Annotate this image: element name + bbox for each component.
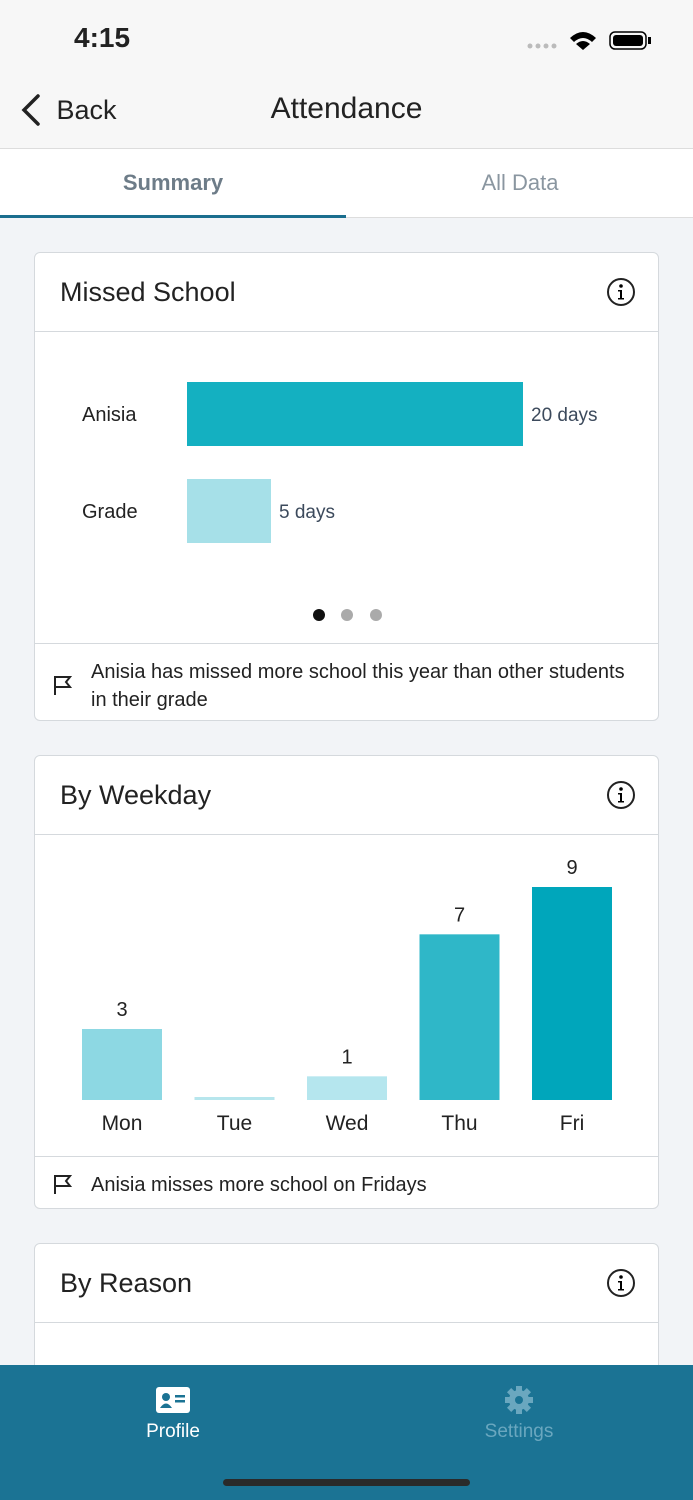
status-time: 4:15 [74,22,131,53]
card-title: By Weekday [60,780,212,810]
chart: Anisia 20 days Grade 5 days [82,382,598,621]
page-dot [370,609,382,621]
card: By Weekday 3 Mon Tue 1 Wed 7 Thu 9 Fri Anisia mi… [34,755,659,1209]
bottom-tab-label: Profile [146,1421,200,1442]
bar [187,382,523,446]
flag-icon [54,676,73,695]
card-header: By Reason [35,1244,658,1323]
bottom-tab-label: Settings [484,1421,554,1442]
bar [419,934,500,1100]
bottom-tab[interactable]: Settings [346,1365,692,1443]
value-label: 20 days [531,405,598,426]
value-label: 7 [454,904,465,926]
category-label: Fri [560,1112,585,1135]
value-label: 5 days [279,502,335,523]
value-label: 3 [116,999,127,1021]
category-label: Tue [217,1112,252,1135]
bar [82,1029,162,1100]
card-header: Missed School [35,253,658,332]
back-label: Back [56,94,117,125]
card-note: Anisia misses more school on Fridays [35,1156,658,1208]
card-note: Anisia has missed more school this year … [35,643,658,720]
info-icon[interactable] [606,780,636,810]
status-icons [527,31,651,50]
flag-icon [54,1175,73,1194]
bar [194,1097,275,1100]
bar [532,887,612,1100]
card-title: By Reason [60,1268,193,1298]
card-title: Missed School [60,277,236,307]
note-text: Anisia has missed more school this year … [91,661,625,711]
home-indicator [223,1479,470,1486]
bar [307,1076,387,1100]
category-label: Anisia [82,404,137,426]
card: Missed School Anisia 20 days Grade 5 days A… [34,252,659,721]
tab-bar: Summary All Data [0,149,693,218]
chart: 3 Mon Tue 1 Wed 7 Thu 9 Fri [82,857,612,1135]
back-button[interactable]: Back [18,92,116,132]
value-label: 9 [566,857,577,879]
category-label: Thu [441,1112,477,1135]
category-label: Grade [82,501,138,523]
note-text: Anisia misses more school on Fridays [91,1174,427,1196]
bottom-tab[interactable]: Profile [0,1365,346,1443]
value-label: 1 [341,1046,352,1068]
info-icon[interactable] [606,1268,636,1298]
bottom-tab-bar: Profile Settings [0,1365,693,1500]
bar [187,479,271,543]
page-dot [341,609,353,621]
page-dot [313,609,325,621]
profile-icon [156,1387,190,1413]
tab[interactable]: All Data [481,170,559,195]
settings-icon [499,1380,539,1420]
header: 4:15 Back Attendance [0,0,693,149]
back-chevron [21,94,40,126]
category-label: Wed [326,1112,369,1135]
category-label: Mon [102,1112,143,1135]
card-header: By Weekday [35,756,658,835]
tab[interactable]: Summary [0,149,346,218]
info-icon[interactable] [606,277,636,307]
